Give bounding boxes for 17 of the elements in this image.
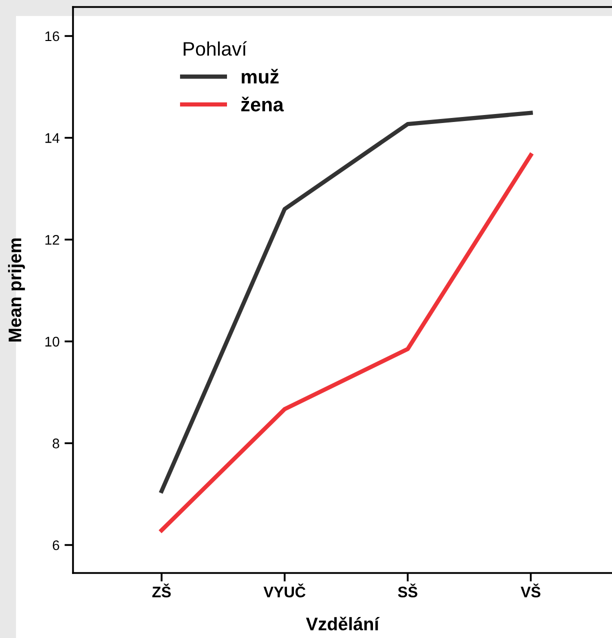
line-series [160,110,533,494]
x-tick-label: VYUČ [264,584,306,598]
legend-label: muž [242,68,279,84]
y-tick-label: 6 [52,540,60,550]
y-tick-label: 10 [45,336,60,347]
x-tick-label: ZŠ [152,584,171,598]
x-axis-title: Vzdělání [306,616,380,630]
line-series [160,153,533,532]
legend-label: žena [241,96,284,112]
y-tick-label: 8 [52,438,60,448]
x-tick-label: VŠ [520,584,540,598]
y-tick-label: 12 [45,234,60,245]
y-tick-label: 16 [45,31,60,42]
legend-title: Pohlaví [184,41,247,56]
x-tick-label: SŠ [398,584,418,598]
y-tick-label: 14 [45,133,60,143]
y-axis-title: Mean prijem [8,238,25,342]
